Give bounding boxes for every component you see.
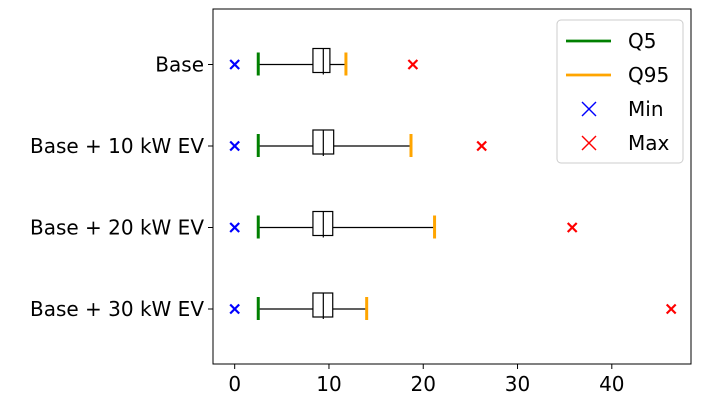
legend-item-min: Min <box>581 97 664 121</box>
max-marker <box>665 303 677 315</box>
max-marker <box>476 140 487 152</box>
min-marker <box>229 59 240 70</box>
box-group-0 <box>229 47 419 76</box>
legend-item-q5: Q5 <box>566 29 656 53</box>
legend-item-max: Max <box>581 131 670 155</box>
legend-box <box>556 19 684 164</box>
box-group-1 <box>229 129 487 157</box>
legend: Q5 Q95 Min Max <box>556 19 684 164</box>
y-tick-label: Base <box>155 53 204 77</box>
max-marker <box>566 222 578 233</box>
min-marker <box>229 303 240 315</box>
max-marker <box>407 59 419 70</box>
box-group-3 <box>229 292 677 320</box>
legend-item-q95: Q95 <box>566 63 669 87</box>
min-marker <box>229 222 240 233</box>
legend-label: Min <box>628 97 664 121</box>
legend-label: Q95 <box>628 63 669 87</box>
box-group-2 <box>229 210 578 239</box>
x-tick-label: 0 <box>228 372 241 396</box>
legend-x-swatch <box>581 135 597 151</box>
x-tick-label: 40 <box>599 372 624 396</box>
y-tick-label: Base + 10 kW EV <box>30 134 204 158</box>
x-tick-label: 10 <box>316 372 341 396</box>
legend-label: Q5 <box>628 29 656 53</box>
legend-x-swatch <box>581 101 597 117</box>
iqr-box <box>312 47 331 74</box>
y-tick-label: Base + 30 kW EV <box>30 297 204 321</box>
y-tick-label: Base + 20 kW EV <box>30 216 204 240</box>
legend-label: Max <box>628 131 670 155</box>
plot-frame <box>212 8 692 365</box>
min-marker <box>229 140 240 152</box>
x-tick-label: 20 <box>411 372 436 396</box>
x-tick-label: 30 <box>505 372 530 396</box>
